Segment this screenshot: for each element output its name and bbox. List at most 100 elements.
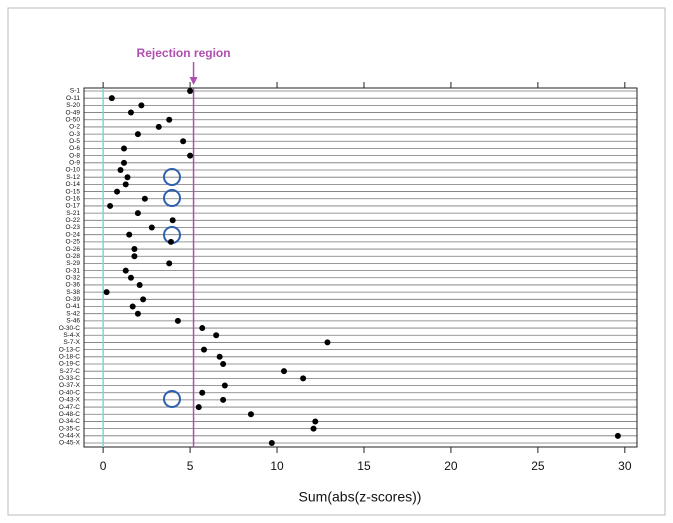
y-tick-label: S-27-C: [59, 368, 80, 375]
y-tick-label: O-33-C: [59, 375, 81, 382]
y-tick-label: O-30-C: [59, 325, 81, 332]
dot: [148, 224, 155, 231]
x-tick-label: 25: [531, 459, 545, 473]
y-tick-label: O-19-C: [59, 361, 81, 368]
y-tick-label: O-44-X: [59, 433, 81, 440]
dot: [310, 425, 317, 432]
y-tick-label: O-45-X: [59, 440, 81, 447]
dot: [324, 339, 331, 346]
dot: [300, 375, 307, 382]
dot: [131, 253, 138, 260]
y-tick-label: S-1: [70, 88, 81, 95]
figure-frame: [7, 7, 666, 516]
highlight-circle: [163, 168, 181, 186]
y-tick-label: O-13-C: [59, 346, 81, 353]
dot: [138, 102, 145, 109]
y-tick-label: O-8: [69, 152, 80, 159]
highlight-circle: [163, 390, 181, 408]
dot: [129, 303, 136, 310]
annotation-arrowhead: [189, 77, 198, 85]
y-tick-label: S-42: [66, 310, 80, 317]
x-tick-label: 10: [270, 459, 284, 473]
dot: [221, 382, 228, 389]
x-axis-label: Sum(abs(z-scores)): [299, 489, 422, 505]
y-tick-label: S-29: [66, 260, 80, 267]
dot: [280, 368, 287, 375]
annotation: Rejection region: [137, 46, 231, 60]
dot: [200, 346, 207, 353]
dot: [120, 159, 127, 166]
y-tick-label: S-46: [66, 318, 80, 325]
y-tick-label: O-35-C: [59, 425, 81, 432]
dot: [126, 231, 133, 238]
dot: [134, 310, 141, 317]
y-tick-label: O-32: [66, 274, 81, 281]
y-tick-label: O-31: [66, 267, 81, 274]
y-tick-label: O-24: [66, 231, 81, 238]
dot: [166, 260, 173, 267]
dot: [312, 418, 319, 425]
dot: [108, 95, 115, 102]
y-tick-label: S-38: [66, 289, 80, 296]
y-tick-label: O-3: [69, 131, 80, 138]
y-tick-label: O-2: [69, 124, 80, 131]
y-tick-label: O-40-C: [59, 389, 81, 396]
y-tick-label: S-20: [66, 102, 80, 109]
y-tick-label: O-37-X: [59, 382, 81, 389]
dot: [174, 317, 181, 324]
dot: [136, 281, 143, 288]
y-tick-label: O-22: [66, 217, 81, 224]
x-tick-label: 5: [187, 459, 194, 473]
dot: [124, 174, 131, 181]
y-tick-label: O-16: [66, 195, 81, 202]
y-tick-label: O-5: [69, 138, 80, 145]
dot: [141, 195, 148, 202]
y-tick-label: O-9: [69, 160, 80, 167]
dot: [195, 404, 202, 411]
dot: [167, 238, 174, 245]
dot: [187, 88, 194, 94]
dot: [107, 202, 114, 209]
y-tick-label: O-14: [66, 181, 81, 188]
y-tick-label: O-34-C: [59, 418, 81, 425]
dot: [213, 332, 220, 339]
y-tick-label: O-28: [66, 253, 81, 260]
y-tick-label: O-11: [66, 95, 80, 102]
x-tick-label: 30: [618, 459, 632, 473]
dot: [187, 152, 194, 159]
dot: [166, 116, 173, 123]
y-tick-label: S-7-X: [63, 339, 80, 346]
dot: [134, 210, 141, 217]
y-tick-label: S-21: [66, 210, 80, 217]
y-tick-label: O-47-C: [59, 404, 81, 411]
y-tick-label: O-36: [66, 282, 81, 289]
y-tick-label: O-48-C: [59, 411, 81, 418]
dot: [268, 440, 275, 446]
plot-frame: [83, 87, 638, 448]
highlight-circle: [163, 189, 181, 207]
dot: [134, 131, 141, 138]
dot: [103, 289, 110, 296]
highlight-circles: [163, 168, 181, 408]
y-tick-label: O-43-X: [59, 397, 81, 404]
dot: [180, 138, 187, 145]
y-tick-label: S-12: [66, 174, 80, 181]
x-tick-label: 0: [100, 459, 107, 473]
dot: [199, 325, 206, 332]
dot: [199, 389, 206, 396]
y-tick-label: O-10: [66, 167, 81, 174]
dot: [120, 145, 127, 152]
y-tick-label: O-41: [66, 303, 81, 310]
dot: [117, 167, 124, 174]
dot: [614, 432, 621, 439]
x-tick-label: 20: [444, 459, 458, 473]
y-tick-label: O-49: [66, 109, 81, 116]
y-tick-label: O-15: [66, 188, 81, 195]
dot: [155, 123, 162, 130]
x-tick-label: 15: [357, 459, 371, 473]
dot: [127, 274, 134, 281]
dot: [122, 181, 129, 188]
y-tick-label: O-50: [66, 116, 81, 123]
dot: [140, 296, 147, 303]
